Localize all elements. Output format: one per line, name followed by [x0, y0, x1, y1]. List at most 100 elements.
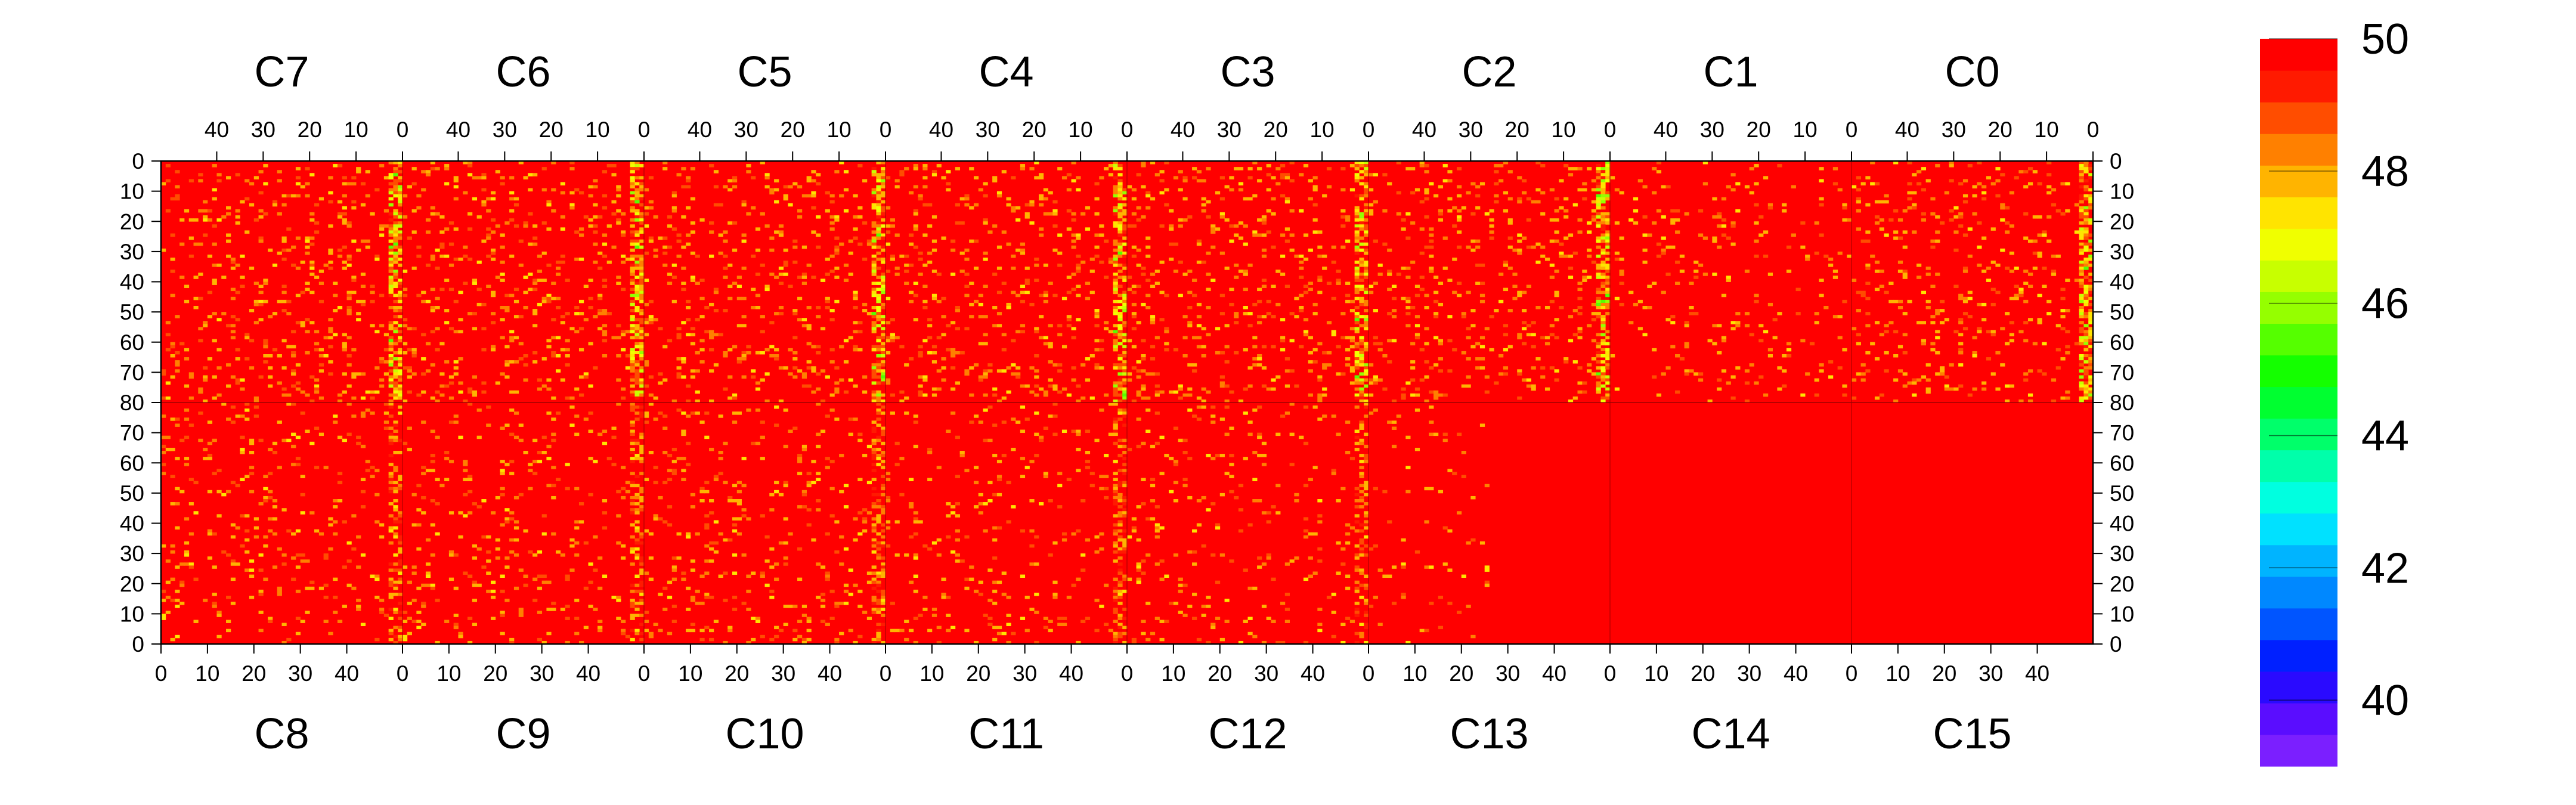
heatmap-cell: [913, 167, 918, 171]
heatmap-cell: [634, 520, 640, 524]
heatmap-cell: [560, 261, 565, 264]
heatmap-cell: [379, 293, 385, 298]
heatmap-cell: [393, 194, 398, 198]
heatmap-cell: [736, 296, 742, 301]
heatmap-cell: [825, 577, 830, 581]
heatmap-cell: [500, 233, 505, 237]
heatmap-cell: [1229, 454, 1234, 457]
heatmap-cell: [588, 278, 593, 282]
heatmap-cell: [639, 267, 645, 270]
heatmap-cell: [551, 354, 556, 358]
heatmap-cell: [486, 535, 491, 539]
heatmap-cell: [922, 393, 928, 397]
heatmap-cell: [1247, 420, 1253, 424]
heatmap-cell: [1034, 592, 1039, 596]
heatmap-cell: [532, 460, 538, 463]
heatmap-cell: [295, 321, 301, 324]
heatmap-cell: [1117, 215, 1123, 219]
heatmap-cell: [212, 605, 217, 608]
heatmap-cell: [509, 293, 515, 298]
heatmap-cell: [639, 366, 645, 370]
heatmap-cell: [393, 499, 398, 503]
heatmap-cell: [1206, 167, 1211, 171]
heatmap-cell: [360, 284, 366, 289]
heatmap-cell: [388, 617, 394, 620]
heatmap-cell: [760, 351, 765, 355]
heatmap-cell: [801, 444, 807, 448]
heatmap-cell: [634, 363, 640, 367]
heatmap-cell: [207, 441, 213, 445]
heatmap-cell: [1349, 526, 1355, 530]
heatmap-cell: [931, 215, 937, 219]
heatmap-cell: [398, 203, 403, 207]
heatmap-cell: [1317, 628, 1323, 633]
heatmap-cell: [453, 614, 459, 617]
heatmap-cell: [1410, 221, 1416, 225]
heatmap-cell: [602, 339, 608, 343]
heatmap-cell: [551, 484, 556, 488]
heatmap-cell: [964, 284, 970, 289]
heatmap-cell: [1336, 432, 1341, 436]
heatmap-cell: [286, 299, 292, 304]
heatmap-cell: [1150, 273, 1156, 276]
heatmap-cell: [1257, 499, 1262, 503]
heatmap-cell: [1354, 499, 1360, 503]
heatmap-cell: [1122, 496, 1128, 500]
heatmap-cell: [820, 278, 826, 282]
heatmap-cell: [388, 502, 394, 506]
heatmap-cell: [388, 529, 394, 533]
heatmap-cell: [500, 614, 505, 617]
heatmap-cell: [1359, 472, 1364, 475]
heatmap-cell: [606, 224, 612, 228]
heatmap-cell: [760, 420, 765, 424]
heatmap-cell: [263, 496, 268, 500]
heatmap-cell: [1113, 366, 1118, 370]
heatmap-cell: [546, 345, 552, 349]
heatmap-cell: [170, 270, 175, 273]
heatmap-cell: [333, 281, 338, 285]
heatmap-cell: [523, 224, 528, 228]
heatmap-cell: [695, 602, 700, 605]
heatmap-cell: [165, 559, 171, 563]
heatmap-cell: [244, 514, 250, 518]
heatmap-cell: [671, 469, 677, 472]
heatmap-cell: [662, 586, 668, 590]
heatmap-cell: [328, 517, 333, 521]
heatmap-cell: [783, 273, 788, 276]
heatmap-cell: [704, 490, 710, 494]
heatmap-cell: [198, 242, 203, 246]
heatmap-cell: [639, 405, 645, 409]
heatmap-cell: [337, 499, 343, 503]
heatmap-cell: [253, 414, 259, 418]
heatmap-cell: [430, 460, 435, 463]
heatmap-cell: [244, 408, 250, 412]
heatmap-cell: [398, 161, 403, 165]
heatmap-cell: [402, 270, 408, 273]
heatmap-cell: [1169, 227, 1174, 231]
heatmap-cell: [398, 511, 403, 515]
heatmap-cell: [346, 583, 352, 587]
heatmap-cell: [1308, 556, 1313, 560]
heatmap-cell: [1117, 275, 1123, 279]
heatmap-cell: [490, 348, 496, 352]
heatmap-cell: [774, 188, 779, 192]
heatmap-cell: [839, 378, 844, 382]
heatmap-cell: [578, 393, 584, 397]
heatmap-cell: [634, 556, 640, 560]
heatmap-cell: [1052, 432, 1058, 436]
heatmap-cell: [1364, 493, 1369, 497]
heatmap-cell: [444, 182, 450, 185]
heatmap-cell: [760, 574, 765, 578]
heatmap-cell: [881, 544, 886, 548]
heatmap-cell: [704, 544, 710, 548]
heatmap-cell: [490, 312, 496, 315]
heatmap-cell: [1326, 321, 1332, 324]
heatmap-cell: [644, 611, 649, 614]
heatmap-cell: [467, 640, 473, 645]
heatmap-cell: [634, 574, 640, 578]
heatmap-cell: [1489, 236, 1494, 240]
heatmap-cell: [801, 273, 807, 276]
heatmap-cell: [936, 299, 942, 304]
heatmap-cell: [1308, 248, 1313, 252]
heatmap-cell: [393, 568, 398, 572]
